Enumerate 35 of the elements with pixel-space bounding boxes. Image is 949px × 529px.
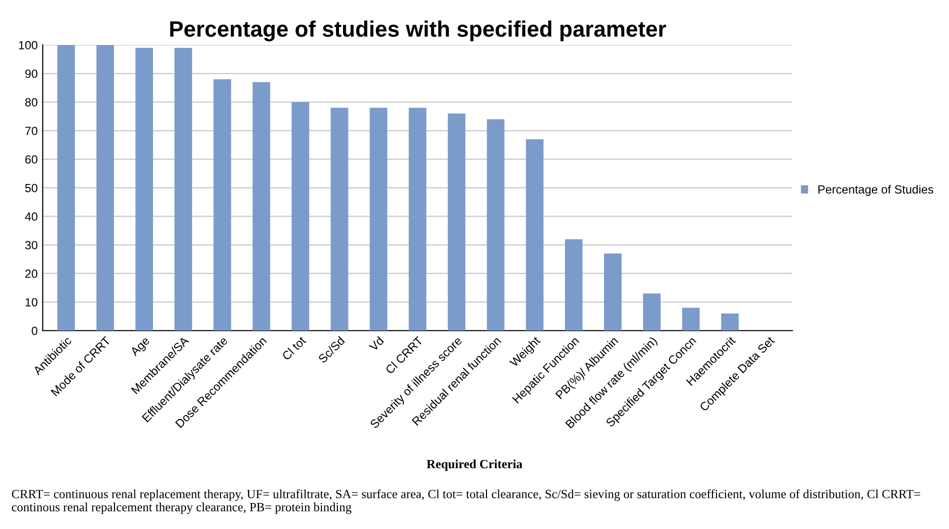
y-tick-label: 30 xyxy=(25,240,38,250)
bar xyxy=(370,108,388,331)
y-tick-label: 100 xyxy=(19,41,38,50)
chart-title: Percentage of studies with specified parameter xyxy=(170,20,666,42)
bar xyxy=(643,293,661,331)
bar xyxy=(486,119,504,331)
y-tick-label: 50 xyxy=(25,184,38,192)
bar xyxy=(214,79,232,331)
bar xyxy=(408,108,426,331)
bar xyxy=(448,114,466,331)
x-tick-label: Vd xyxy=(368,336,384,352)
legend-label: Percentage of Studies xyxy=(818,184,934,196)
bar xyxy=(330,108,348,331)
bar xyxy=(252,82,270,331)
y-tick-label: 0 xyxy=(32,326,38,336)
bar xyxy=(96,44,114,331)
bar xyxy=(526,139,544,331)
bar xyxy=(174,48,192,331)
y-tick-label: 70 xyxy=(25,126,38,136)
bar xyxy=(604,253,622,331)
y-tick-label: 80 xyxy=(25,98,38,106)
x-tick-label: Cl tot xyxy=(281,336,306,361)
bar xyxy=(292,102,310,331)
x-axis-title: Required Criteria xyxy=(426,459,522,471)
bar xyxy=(57,44,75,331)
y-tick-label: 90 xyxy=(25,70,38,78)
bar xyxy=(564,239,583,331)
y-tick-label: 20 xyxy=(25,270,38,278)
bar xyxy=(721,313,739,331)
bar xyxy=(682,308,700,331)
text: CRRT= continuous renal replacement therapy, UF= ultrafiltrate, SA= surface area, Cl tot= total clearance, Sc/Sd= sieving or saturation coefficient, volume of distribution, Cl CRRT= continous renal repalcement therapy clearance, PB= protein binding xyxy=(12,489,920,514)
y-tick-label: 10 xyxy=(26,298,38,306)
y-tick-label: 60 xyxy=(25,155,38,164)
bar xyxy=(135,48,154,331)
y-tick-label: 40 xyxy=(24,212,38,221)
